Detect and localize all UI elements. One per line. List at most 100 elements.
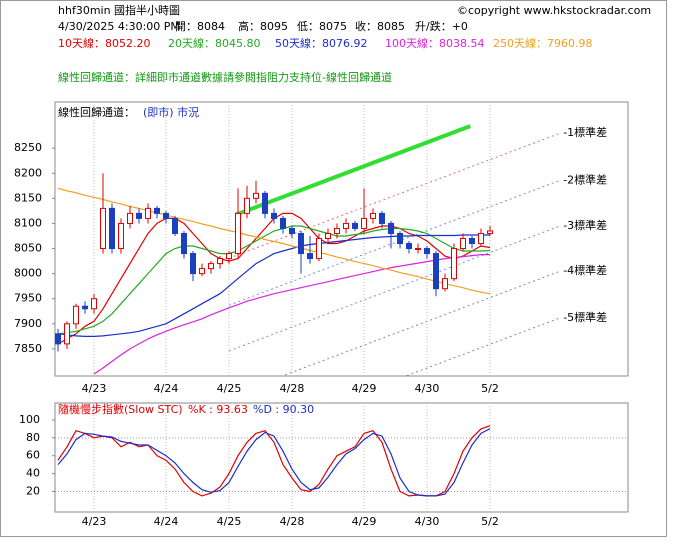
legend-entry: %D : 90.30 <box>253 403 314 416</box>
x-tick-label: 4/29 <box>352 382 377 395</box>
series-line <box>93 254 490 375</box>
channel-label: -5標準差 <box>563 310 607 324</box>
x-tick-label: 4/29 <box>352 515 377 528</box>
candle-body <box>298 232 304 255</box>
y-tick-label: 8150 <box>14 191 42 204</box>
series-line <box>57 225 491 335</box>
candle-body <box>253 192 259 199</box>
panel-title: 隨機慢步指數(Slow STC) <box>58 402 183 416</box>
candle-body <box>82 305 88 310</box>
candle-body <box>190 253 196 275</box>
channel-line <box>228 225 561 352</box>
series-line <box>57 428 491 497</box>
candle-body <box>136 212 142 219</box>
candle-body <box>316 237 322 260</box>
candle-body <box>289 227 295 234</box>
candle-body <box>145 207 151 219</box>
channel-line <box>228 132 561 259</box>
candle-body <box>109 207 115 250</box>
candle-body <box>478 232 484 245</box>
candle-body <box>433 253 439 290</box>
x-tick-label: 4/24 <box>154 515 179 528</box>
close: 收：8085 <box>355 19 405 33</box>
y-tick-label: 8100 <box>14 216 42 229</box>
candle-body <box>325 232 331 239</box>
y-tick-label: 100 <box>19 413 40 426</box>
channel-title: 線性回歸通道： <box>58 105 135 119</box>
channel-label: -2標準差 <box>563 172 607 186</box>
y-tick-label: 7950 <box>14 292 42 305</box>
frame <box>0 0 667 537</box>
channel-line <box>280 270 561 376</box>
y-tick-label: 8250 <box>14 141 42 154</box>
x-tick-label: 4/25 <box>217 515 242 528</box>
y-tick-label: 60 <box>26 449 40 462</box>
candle-body <box>460 237 466 250</box>
candle-body <box>100 207 106 250</box>
candle-body <box>226 253 232 260</box>
title: hhf30min 國指半小時圖 <box>58 3 180 17</box>
candle-body <box>352 222 358 229</box>
x-tick-label: 4/23 <box>82 515 107 528</box>
x-tick-label: 4/23 <box>82 382 107 395</box>
note: 線性回歸通道：詳細即市通道數據請參閱指阻力支持位-線性回歸通道 <box>58 70 392 84</box>
candle-body <box>334 227 340 234</box>
legend-entry: 20天線：8045.80 <box>168 36 261 50</box>
high: 高：8095 <box>238 19 288 33</box>
channel-label: -4標準差 <box>563 263 607 277</box>
candle-body <box>370 212 376 219</box>
candle-body <box>199 268 205 275</box>
trend-line <box>234 124 471 217</box>
candle-body <box>91 298 97 310</box>
candle-body <box>379 212 385 224</box>
candle-body <box>280 217 286 229</box>
y-tick-label: 8000 <box>14 267 42 280</box>
copyright: ©copyright www.hkstockradar.com <box>457 4 651 17</box>
legend-entry: 10天線：8052.20 <box>58 36 151 50</box>
candle-body <box>244 197 250 214</box>
x-tick-label: 4/28 <box>280 515 305 528</box>
candle-body <box>307 253 313 260</box>
candle-body <box>442 278 448 290</box>
candle-body <box>73 305 79 325</box>
candle-body <box>361 217 367 229</box>
x-tick-label: 4/30 <box>415 515 440 528</box>
channel-label: -1標準差 <box>563 125 607 139</box>
change: 升/跌：+0 <box>415 19 468 33</box>
legend-entry: 100天線：8038.54 <box>385 36 484 50</box>
x-tick-label: 5/2 <box>481 382 499 395</box>
x-tick-label: 4/30 <box>415 382 440 395</box>
candle-body <box>154 207 160 214</box>
candle-body <box>163 212 169 219</box>
y-tick-label: 7900 <box>14 317 42 330</box>
x-tick-label: 4/25 <box>217 382 242 395</box>
candle-body <box>424 248 430 255</box>
candle-body <box>343 222 349 229</box>
candle-body <box>469 237 475 245</box>
legend-entry: %K : 93.63 <box>188 403 248 416</box>
y-tick-label: 8200 <box>14 166 42 179</box>
candle-body <box>181 232 187 255</box>
candle-body <box>55 333 61 345</box>
candle-body <box>127 212 133 224</box>
low: 低：8075 <box>297 20 347 33</box>
channel-mode: (即市) 市況 <box>143 105 199 119</box>
x-tick-label: 5/2 <box>481 515 499 528</box>
y-tick-label: 80 <box>26 431 40 444</box>
series-line <box>57 234 490 337</box>
main-plot <box>54 101 629 377</box>
candle-body <box>451 248 457 280</box>
candle-body <box>388 222 394 234</box>
candle-body <box>172 217 178 234</box>
candle-body <box>64 323 70 345</box>
legend-entry: 250天線：7960.98 <box>493 36 592 50</box>
x-tick-label: 4/24 <box>154 382 179 395</box>
candle-body <box>118 222 124 250</box>
channel-label: -3標準差 <box>563 218 607 232</box>
datetime: 4/30/2025 4:30:00 PM <box>58 20 180 33</box>
channel-line <box>228 179 561 306</box>
y-tick-label: 8050 <box>14 242 42 255</box>
candle-body <box>406 243 412 250</box>
